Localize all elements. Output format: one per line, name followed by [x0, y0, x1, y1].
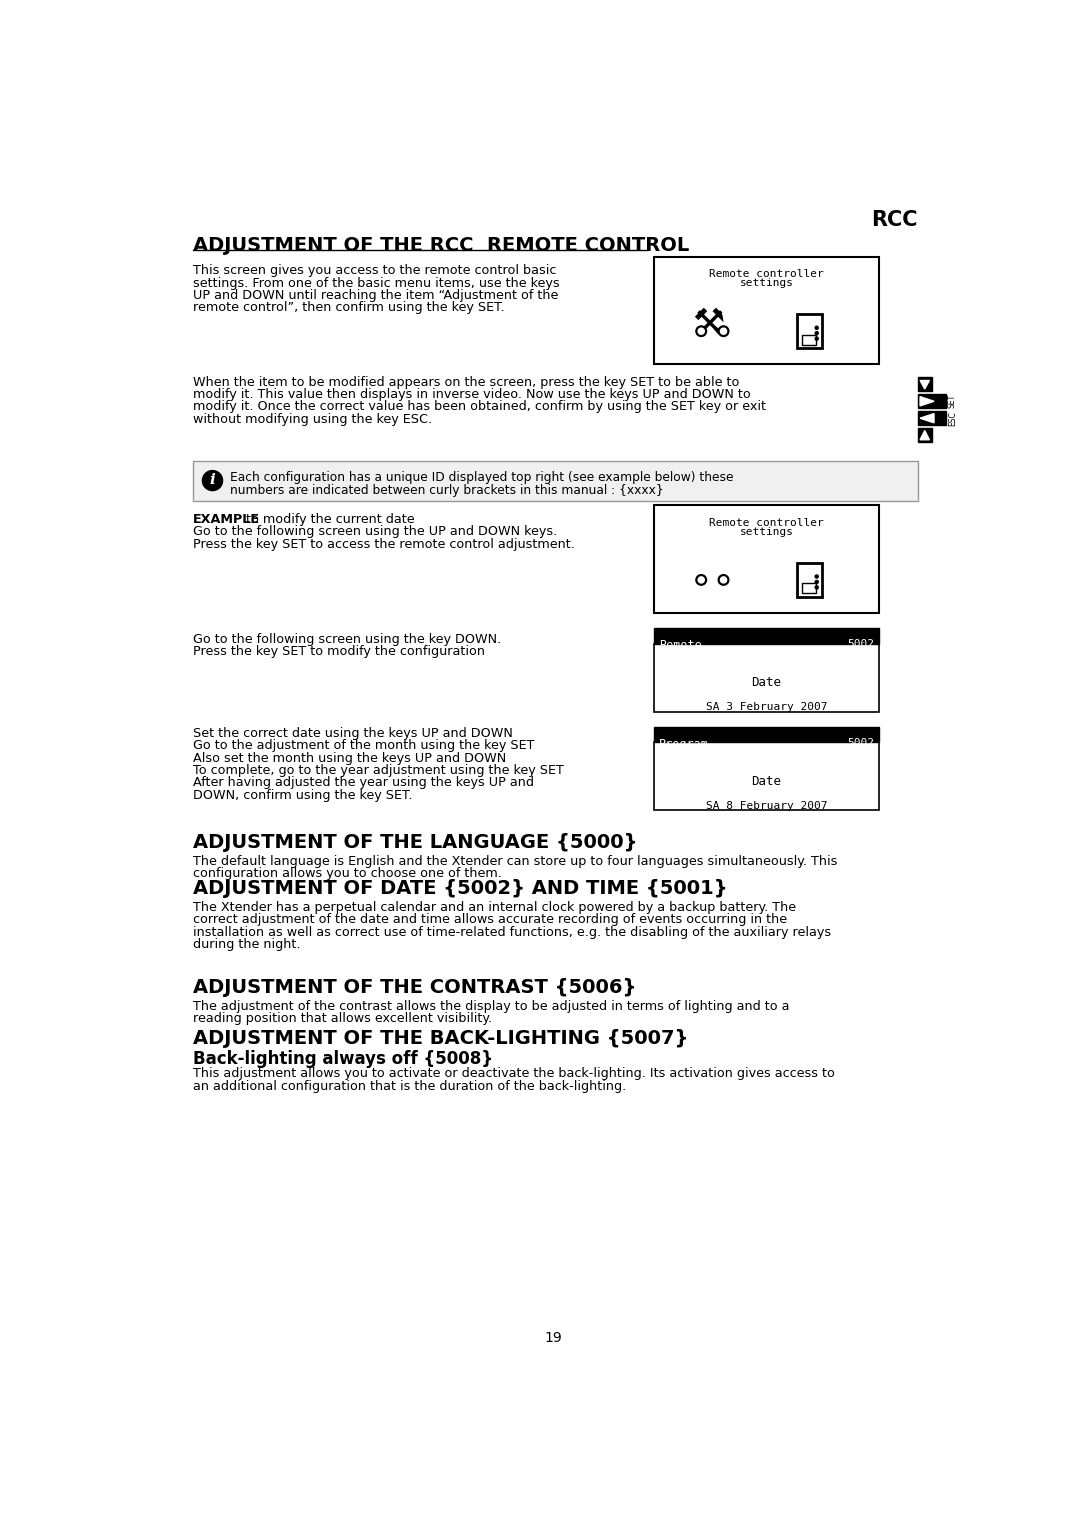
Text: Back-lighting always off {5008}: Back-lighting always off {5008}: [193, 1050, 494, 1068]
Text: i: i: [210, 472, 215, 487]
Text: Remote controller: Remote controller: [710, 518, 824, 527]
Circle shape: [202, 471, 222, 490]
Text: RCC: RCC: [872, 211, 918, 231]
Text: Go to the following screen using the key DOWN.: Go to the following screen using the key…: [193, 633, 501, 646]
Text: settings: settings: [740, 527, 794, 536]
Text: Go to the adjustment of the month using the key SET: Go to the adjustment of the month using …: [193, 740, 535, 752]
Circle shape: [815, 581, 819, 584]
Text: modify it. This value then displays in inverse video. Now use the keys UP and DO: modify it. This value then displays in i…: [193, 388, 751, 402]
Circle shape: [696, 325, 706, 336]
Bar: [654, 643, 879, 712]
Text: The default language is English and the Xtender can store up to four languages s: The default language is English and the …: [193, 854, 837, 868]
Text: DOWN, confirm using the key SET.: DOWN, confirm using the key SET.: [193, 788, 413, 802]
Text: EXAMPLE: EXAMPLE: [193, 513, 260, 526]
Bar: [918, 411, 946, 425]
Text: ADJUSTMENT OF THE RCC  REMOTE CONTROL: ADJUSTMENT OF THE RCC REMOTE CONTROL: [193, 235, 689, 255]
Text: 5002: 5002: [848, 639, 875, 649]
Bar: [654, 727, 879, 743]
Text: Date: Date: [752, 677, 782, 689]
Text: Program: Program: [659, 738, 708, 750]
Circle shape: [815, 575, 819, 578]
Text: SET: SET: [948, 394, 957, 408]
Text: The Xtender has a perpetual calendar and an internal clock powered by a backup b: The Xtender has a perpetual calendar and…: [193, 902, 796, 914]
Text: SA 3 February 2007: SA 3 February 2007: [706, 703, 827, 712]
Bar: [654, 743, 879, 810]
Circle shape: [718, 575, 729, 585]
Bar: [654, 628, 879, 643]
Text: ⚒: ⚒: [692, 307, 725, 341]
Text: SA 8 February 2007: SA 8 February 2007: [706, 801, 827, 811]
Text: The adjustment of the contrast allows the display to be adjusted in terms of lig: The adjustment of the contrast allows th…: [193, 999, 789, 1013]
Text: 19: 19: [544, 1331, 563, 1345]
Text: reading position that allows excellent visibility.: reading position that allows excellent v…: [193, 1012, 492, 1025]
Text: When the item to be modified appears on the screen, press the key SET to be able: When the item to be modified appears on …: [193, 376, 740, 388]
Circle shape: [696, 575, 706, 585]
Text: installation as well as correct use of time-related functions, e.g. the disablin: installation as well as correct use of t…: [193, 926, 832, 938]
Circle shape: [815, 327, 819, 330]
Circle shape: [720, 329, 727, 335]
Text: Set the correct date using the keys UP and DOWN: Set the correct date using the keys UP a…: [193, 727, 513, 740]
Text: configuration allows you to choose one of them.: configuration allows you to choose one o…: [193, 866, 502, 880]
Circle shape: [698, 578, 704, 584]
Polygon shape: [920, 397, 934, 406]
Circle shape: [815, 332, 819, 335]
Text: Press the key SET to access the remote control adjustment.: Press the key SET to access the remote c…: [193, 538, 575, 550]
Text: ESC: ESC: [948, 411, 957, 426]
Text: Remote controller: Remote controller: [710, 269, 824, 278]
Text: settings: settings: [740, 278, 794, 289]
Bar: [918, 428, 932, 442]
Text: to modify the current date: to modify the current date: [246, 513, 415, 526]
Text: remote control”, then confirm using the key SET.: remote control”, then confirm using the …: [193, 301, 504, 315]
Text: Also set the month using the keys UP and DOWN: Also set the month using the keys UP and…: [193, 752, 507, 764]
Bar: [193, 460, 918, 501]
Circle shape: [718, 325, 729, 336]
Text: ADJUSTMENT OF THE CONTRAST {5006}: ADJUSTMENT OF THE CONTRAST {5006}: [193, 978, 636, 996]
Text: 5002: 5002: [848, 738, 875, 747]
Bar: [654, 506, 879, 613]
Text: without modifying using the key ESC.: without modifying using the key ESC.: [193, 413, 432, 426]
Bar: [802, 584, 816, 593]
Circle shape: [720, 578, 727, 584]
Circle shape: [698, 329, 704, 335]
Text: This adjustment allows you to activate or deactivate the back-lighting. Its acti: This adjustment allows you to activate o…: [193, 1068, 835, 1080]
Text: Each configuration has a unique ID displayed top right (see example below) these: Each configuration has a unique ID displ…: [230, 471, 733, 483]
Text: ADJUSTMENT OF THE BACK-LIGHTING {5007}: ADJUSTMENT OF THE BACK-LIGHTING {5007}: [193, 1028, 689, 1048]
Bar: [918, 394, 946, 408]
Text: an additional configuration that is the duration of the back-lighting.: an additional configuration that is the …: [193, 1080, 626, 1093]
Text: ADJUSTMENT OF DATE {5002} AND TIME {5001}: ADJUSTMENT OF DATE {5002} AND TIME {5001…: [193, 880, 728, 898]
Text: After having adjusted the year using the keys UP and: After having adjusted the year using the…: [193, 776, 535, 790]
Bar: [918, 377, 932, 391]
Text: Go to the following screen using the UP and DOWN keys.: Go to the following screen using the UP …: [193, 526, 557, 538]
Text: numbers are indicated between curly brackets in this manual : {xxxx}: numbers are indicated between curly brac…: [230, 484, 664, 497]
Text: To complete, go to the year adjustment using the key SET: To complete, go to the year adjustment u…: [193, 764, 564, 776]
Text: Remote: Remote: [659, 639, 702, 652]
Polygon shape: [920, 431, 930, 440]
Bar: [654, 257, 879, 364]
Text: Press the key SET to modify the configuration: Press the key SET to modify the configur…: [193, 645, 485, 659]
Text: modify it. Once the correct value has been obtained, confirm by using the SET ke: modify it. Once the correct value has be…: [193, 400, 766, 414]
Text: during the night.: during the night.: [193, 938, 300, 950]
Text: This screen gives you access to the remote control basic: This screen gives you access to the remo…: [193, 264, 556, 277]
Text: UP and DOWN until reaching the item “Adjustment of the: UP and DOWN until reaching the item “Adj…: [193, 289, 558, 303]
Text: settings. From one of the basic menu items, use the keys: settings. From one of the basic menu ite…: [193, 277, 559, 289]
Circle shape: [815, 338, 819, 341]
Text: correct adjustment of the date and time allows accurate recording of events occu: correct adjustment of the date and time …: [193, 914, 787, 926]
Polygon shape: [920, 380, 930, 390]
Text: Date: Date: [752, 775, 782, 788]
Text: ADJUSTMENT OF THE LANGUAGE {5000}: ADJUSTMENT OF THE LANGUAGE {5000}: [193, 833, 637, 853]
Bar: [802, 335, 816, 345]
Polygon shape: [920, 414, 934, 423]
Circle shape: [815, 585, 819, 588]
Bar: [797, 562, 822, 597]
Bar: [797, 315, 822, 348]
